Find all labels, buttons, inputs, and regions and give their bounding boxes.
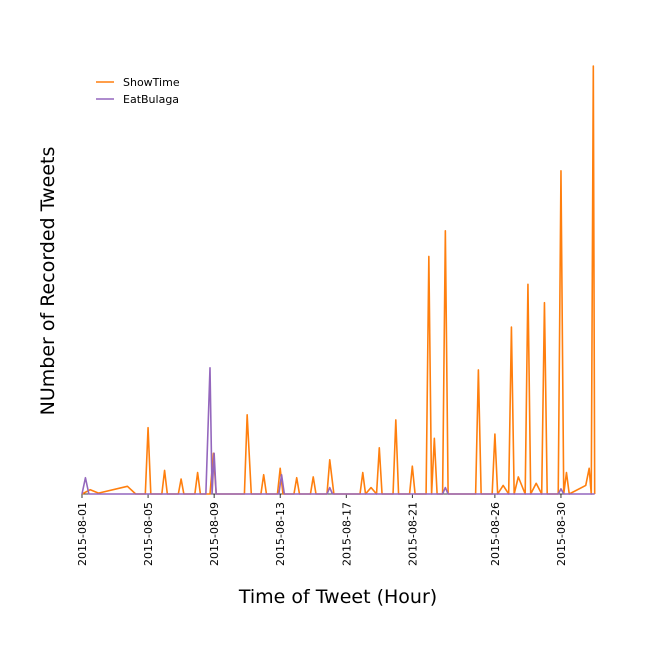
plot-area	[81, 65, 596, 495]
x-tick-label: 2015-08-26	[489, 502, 502, 566]
series-line-showtime	[81, 65, 596, 495]
x-tick-label: 2015-08-09	[208, 502, 221, 566]
x-tick-label: 2015-08-05	[142, 502, 155, 566]
x-axis-title: Time of Tweet (Hour)	[238, 586, 437, 608]
x-tick-label: 2015-08-30	[555, 502, 568, 566]
x-tick-label: 2015-08-13	[274, 502, 287, 566]
x-tick-label: 2015-08-21	[406, 502, 419, 566]
x-tick-label: 2015-08-01	[76, 502, 89, 566]
series-line-eatbulaga	[81, 366, 595, 495]
y-axis-title: NUmber of Recorded Tweets	[37, 147, 59, 416]
legend-label-eatbulaga: EatBulaga	[123, 93, 179, 106]
legend: ShowTime EatBulaga	[96, 76, 180, 106]
x-axis-ticks: 2015-08-01 2015-08-05 2015-08-09 2015-08-13…	[76, 494, 568, 566]
x-tick-label: 2015-08-17	[340, 502, 353, 566]
legend-label-showtime: ShowTime	[123, 76, 180, 89]
